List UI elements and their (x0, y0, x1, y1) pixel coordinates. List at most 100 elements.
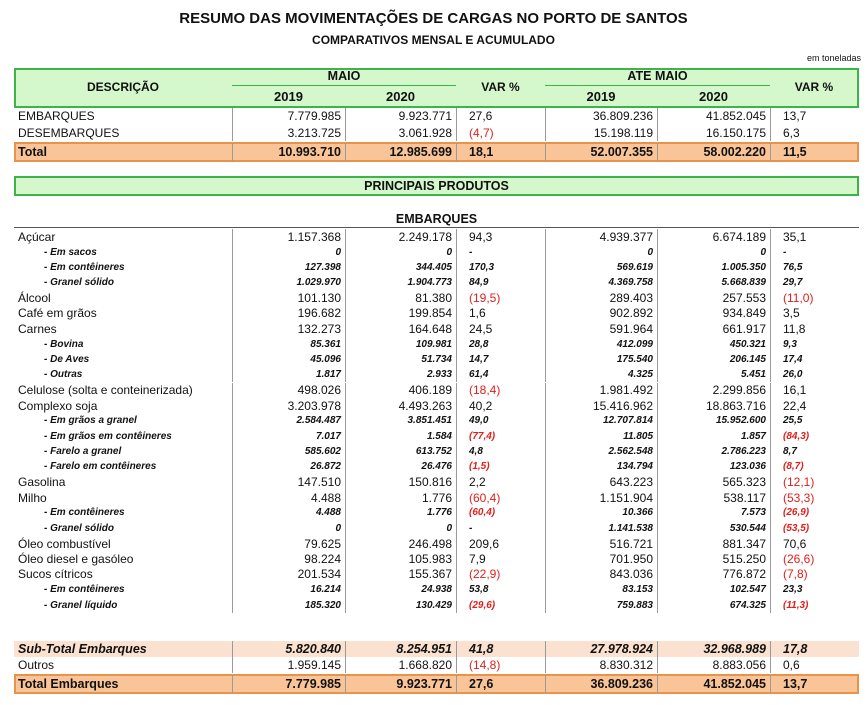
table-row: - Em grãos em contêineres 7.017 1.584 (77,4… (0, 428, 867, 444)
table-cell: Sucos cítricos (18, 567, 93, 582)
table-cell: 8.830.312 (545, 657, 657, 673)
table-cell: Outros (18, 658, 55, 672)
table-cell: Celulose (solta e conteinerizada) (18, 383, 193, 398)
table-row: - Em grãos a granel 2.584.487 3.851.451 49,… (0, 413, 867, 429)
table-cell: 3.061.928 (345, 124, 456, 141)
table-cell: 661.917 (657, 321, 770, 337)
table-cell: 13,7 (770, 108, 858, 125)
title: RESUMO DAS MOVIMENTAÇÕES DE CARGAS NO PO… (179, 10, 688, 27)
table-cell: (77,4) (456, 428, 545, 444)
table-cell: 1.141.538 (545, 520, 657, 536)
table-cell: Milho (18, 490, 47, 505)
table-cell: 1.981.492 (545, 382, 657, 398)
table-cell: 412.099 (545, 336, 657, 352)
table-cell: 102.547 (657, 582, 770, 598)
table-row: Gasolina 147.510 150.816 2,2 643.223 565.323(… (0, 474, 867, 490)
table-cell: 101.130 (232, 290, 345, 306)
table-cell: 1.857 (657, 428, 770, 444)
table-cell: 175.540 (545, 351, 657, 368)
table-cell: 105.983 (345, 551, 456, 567)
subtotal-band (14, 641, 859, 657)
table-cell: (53,3) (770, 489, 858, 506)
table-cell: 24,5 (456, 321, 545, 337)
table-cell: 1.904.773 (345, 275, 456, 291)
table-cell: 843.036 (545, 566, 657, 583)
table-cell: - Em sacos (44, 246, 97, 258)
table-cell: (11,3) (770, 597, 858, 613)
table-cell: 2.786.223 (657, 443, 770, 460)
table-cell: 934.849 (657, 305, 770, 322)
table-cell: 0 (232, 520, 345, 536)
table-cell: 32.968.989 (657, 641, 770, 657)
table-cell: 155.367 (345, 566, 456, 583)
table-cell: 1.776 (345, 489, 456, 506)
table-cell: 40,2 (456, 397, 545, 414)
subsection-rule (14, 227, 859, 228)
table-cell: 58.002.220 (657, 143, 770, 161)
table-cell: 17,4 (770, 351, 858, 368)
table-cell: 206.145 (657, 351, 770, 368)
table-row: - Em contêineres 4.488 1.776 (60,4) 10.366 7.… (0, 505, 867, 521)
table-cell: 881.347 (657, 536, 770, 552)
table-cell: 6.674.189 (657, 229, 770, 245)
table-row: Outros 1.959.145 1.668.820 (14,8) 8.830.312 8… (0, 657, 867, 673)
table-row: - Granel líquido 185.320 130.429 (29,6) 759.… (0, 597, 867, 613)
table-cell: 36.809.236 (545, 108, 657, 125)
table-cell: 10.993.710 (232, 143, 345, 161)
table-cell: 45.096 (232, 351, 345, 368)
table-cell: 7,9 (456, 551, 545, 567)
table-cell: (19,5) (456, 290, 545, 306)
table-cell: 12.985.699 (345, 143, 456, 161)
table-cell: Gasolina (18, 475, 66, 490)
table-cell: 29,7 (770, 275, 858, 291)
header-box (14, 68, 859, 108)
table-cell: 246.498 (345, 536, 456, 552)
table-row: - Em sacos 0 0-0 0- (0, 244, 867, 260)
table-cell: 199.854 (345, 305, 456, 322)
table-cell: 18,1 (456, 143, 545, 161)
table-cell: 185.320 (232, 597, 345, 613)
table-cell: 538.117 (657, 489, 770, 506)
table-cell: 530.544 (657, 520, 770, 536)
table-cell: 26,0 (770, 367, 858, 383)
table-cell: 5.820.840 (232, 641, 345, 657)
table-cell: - Farelo em contêineres (44, 461, 157, 473)
table-cell: Total Embarques (18, 677, 119, 691)
table-cell: Sub-Total Embarques (18, 642, 147, 656)
table-cell: 27,6 (456, 108, 545, 125)
table-cell: 2.249.178 (345, 229, 456, 245)
subsection-title: EMBARQUES (395, 212, 478, 226)
table-cell: Açúcar (18, 229, 56, 244)
table-cell: 94,3 (456, 229, 545, 245)
table-cell: 209,6 (456, 536, 545, 552)
table-cell: 53,8 (456, 582, 545, 598)
table-row: - Granel sólido 0 0-1.141.538 530.544 (53,5) (0, 520, 867, 536)
table-cell: 516.721 (545, 536, 657, 552)
table-cell: 4,8 (456, 443, 545, 460)
unit-note: em toneladas (806, 53, 861, 63)
table-cell: 147.510 (232, 474, 345, 490)
table-cell: 5.451 (657, 367, 770, 383)
header-rule (545, 85, 770, 86)
table-cell: 2.933 (345, 367, 456, 383)
table-cell: 1.776 (345, 505, 456, 521)
table-cell: (4,7) (456, 124, 545, 141)
table-cell: 0 (657, 244, 770, 260)
table-cell: 759.883 (545, 597, 657, 613)
table-cell: 2.562.548 (545, 443, 657, 460)
table-cell: 2.584.487 (232, 413, 345, 429)
table-cell: 289.403 (545, 290, 657, 306)
table-cell: 132.273 (232, 321, 345, 337)
table-cell: 6,3 (770, 124, 858, 141)
table-cell: 0 (345, 520, 456, 536)
table-cell: 16.214 (232, 582, 345, 598)
column-header: ATE MAIO (627, 69, 688, 83)
table-cell: 1.584 (345, 428, 456, 444)
table-cell: 196.682 (232, 305, 345, 322)
table-cell: 5.668.839 (657, 275, 770, 291)
table-cell: 41,8 (456, 641, 545, 657)
table-row: - De Aves 45.096 51.734 14,7 175.540 206.145 1… (0, 351, 867, 368)
table-cell: 61,4 (456, 367, 545, 383)
total-band (14, 674, 859, 694)
